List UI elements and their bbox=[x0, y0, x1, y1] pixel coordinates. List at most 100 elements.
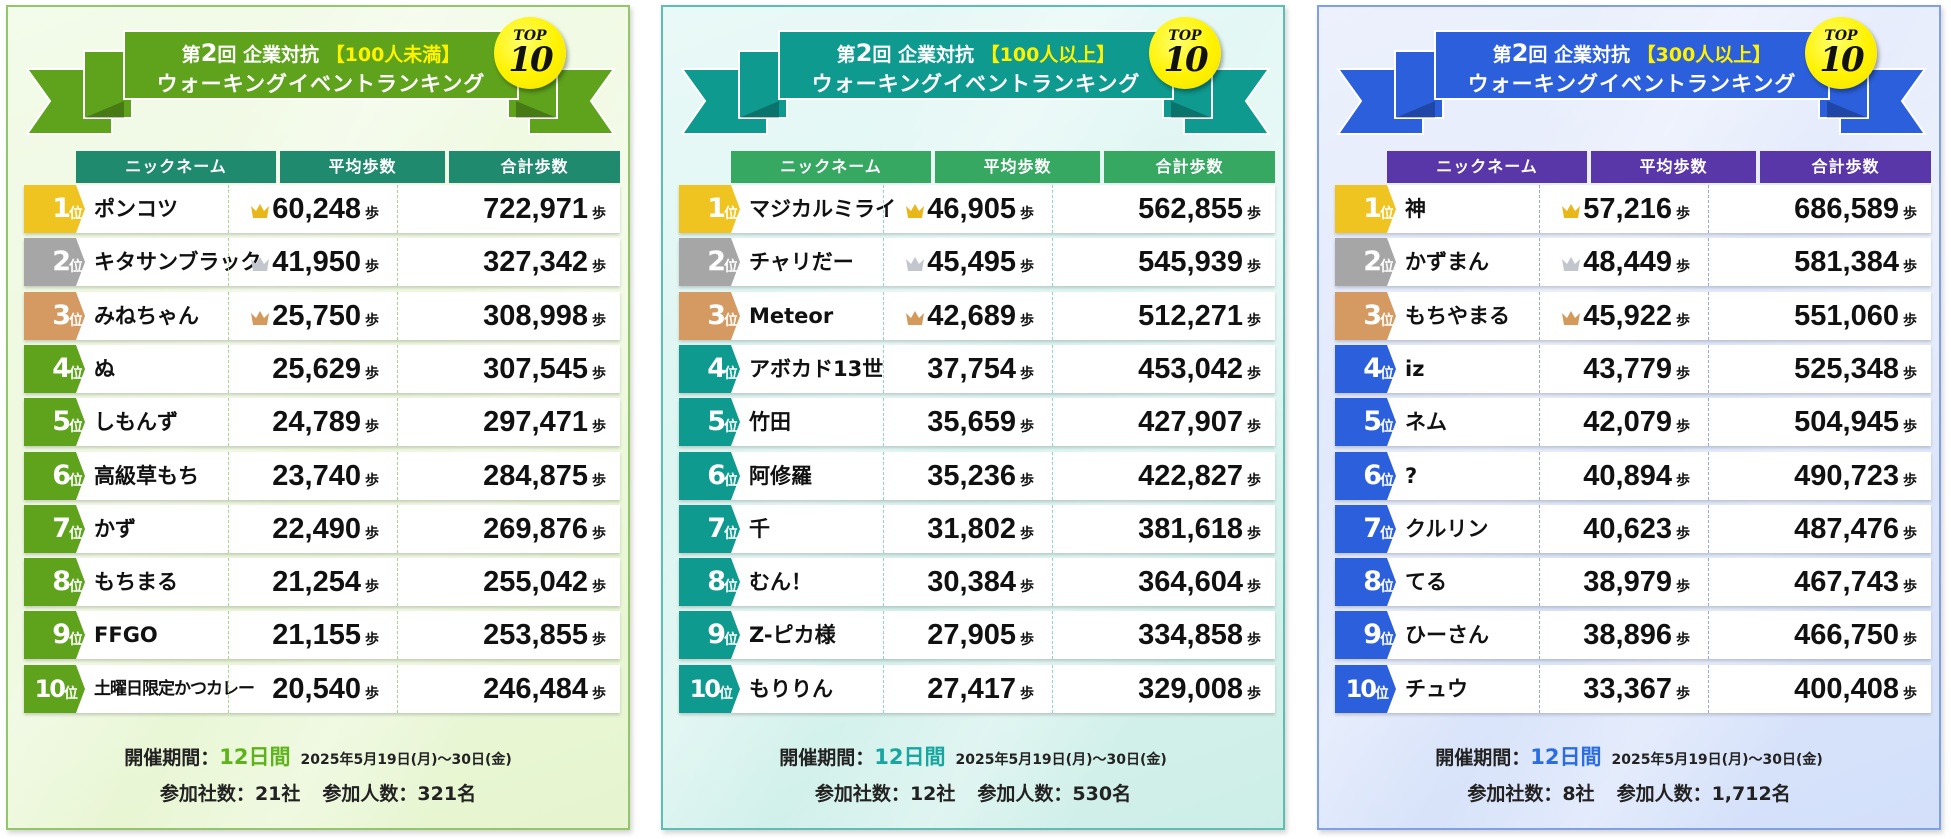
average-steps-cell: 31,802 歩 bbox=[883, 505, 1034, 553]
crown-gold-icon bbox=[1562, 203, 1581, 218]
table-row-rank-9: 9 位 FFGO 21,155 歩 253,855 歩 bbox=[24, 611, 620, 659]
average-steps-value: 33,367 bbox=[1583, 673, 1672, 705]
table-row-rank-3: 3 位 もちやまる 45,922 歩 551,060 歩 bbox=[1335, 292, 1931, 340]
total-steps-value: 467,743 bbox=[1794, 566, 1899, 598]
average-steps-cell: 21,155 歩 bbox=[228, 611, 379, 659]
total-steps-cell: 329,008 歩 bbox=[1052, 665, 1261, 713]
rank-badge: 4 位 bbox=[679, 345, 740, 393]
average-steps-value: 22,490 bbox=[272, 513, 361, 545]
total-steps-value: 329,008 bbox=[1138, 673, 1243, 705]
table-row-rank-8: 8 位 むん！ 30,384 歩 364,604 歩 bbox=[679, 558, 1275, 606]
rank-arrow-icon bbox=[76, 398, 85, 446]
rank-number: 1 bbox=[52, 193, 71, 224]
nickname: チャリだー bbox=[749, 250, 854, 274]
average-steps-value: 27,905 bbox=[927, 619, 1016, 651]
steps-unit: 歩 bbox=[365, 526, 379, 542]
table-row-rank-1: 1 位 ポンコツ 60,248 歩 722,971 歩 bbox=[24, 185, 620, 233]
nickname: ネム bbox=[1405, 410, 1447, 434]
category-label: 【100人未満】 bbox=[325, 44, 461, 66]
rank-badge: 2 位 bbox=[679, 238, 740, 286]
average-steps-value: 46,905 bbox=[927, 193, 1016, 225]
rank-suffix: 位 bbox=[1380, 473, 1394, 489]
ribbon-subtitle: ウォーキングイベントランキング bbox=[811, 72, 1141, 96]
rank-number: 7 bbox=[707, 513, 726, 544]
total-steps-value: 246,484 bbox=[483, 673, 588, 705]
steps-unit: 歩 bbox=[1247, 686, 1261, 702]
nickname: iz bbox=[1405, 357, 1425, 381]
round-prefix: 第 bbox=[836, 44, 856, 66]
average-steps-cell: 20,540 歩 bbox=[228, 665, 379, 713]
round-prefix: 第 bbox=[181, 44, 201, 66]
rank-number: 4 bbox=[52, 353, 71, 384]
companies-label: 参加社数： bbox=[814, 783, 910, 805]
ribbon-subtitle: ウォーキングイベントランキング bbox=[1467, 72, 1797, 96]
rank-arrow-icon bbox=[76, 345, 85, 393]
average-steps-value: 45,495 bbox=[927, 246, 1016, 278]
average-steps-value: 40,623 bbox=[1583, 513, 1672, 545]
steps-unit: 歩 bbox=[365, 419, 379, 435]
rank-number: 8 bbox=[1363, 566, 1382, 597]
total-steps-cell: 466,750 歩 bbox=[1708, 611, 1917, 659]
average-steps-cell: 25,629 歩 bbox=[228, 345, 379, 393]
total-steps-value: 255,042 bbox=[483, 566, 588, 598]
rank-arrow-icon bbox=[731, 238, 740, 286]
nickname: クルリン bbox=[1405, 517, 1489, 541]
nickname: キタサンブラック bbox=[94, 250, 262, 274]
steps-unit: 歩 bbox=[592, 206, 606, 222]
rank-badge: 7 位 bbox=[679, 505, 740, 553]
steps-unit: 歩 bbox=[1020, 686, 1034, 702]
nickname: Meteor bbox=[749, 304, 834, 328]
steps-unit: 歩 bbox=[592, 419, 606, 435]
total-steps-value: 490,723 bbox=[1794, 460, 1899, 492]
total-steps-cell: 422,827 歩 bbox=[1052, 452, 1261, 500]
rank-arrow-icon bbox=[1387, 185, 1396, 233]
rank-number: 4 bbox=[1363, 353, 1382, 384]
rank-suffix: 位 bbox=[724, 632, 738, 648]
average-steps-cell: 27,417 歩 bbox=[883, 665, 1034, 713]
total-steps-value: 427,907 bbox=[1138, 406, 1243, 438]
average-steps-value: 25,750 bbox=[272, 300, 361, 332]
average-steps-value: 21,254 bbox=[272, 566, 361, 598]
total-steps-value: 581,384 bbox=[1794, 246, 1899, 278]
nickname: チュウ bbox=[1405, 677, 1468, 701]
steps-unit: 歩 bbox=[1676, 632, 1690, 648]
steps-unit: 歩 bbox=[1903, 313, 1917, 329]
ranking-panel-2: 第2回 企業対抗 【100人以上】 ウォーキングイベントランキング TOP 10… bbox=[661, 5, 1285, 830]
total-steps-cell: 327,342 歩 bbox=[397, 238, 606, 286]
participation-stats: 参加社数：21社 参加人数：321名 bbox=[8, 779, 628, 806]
period-label: 開催期間： bbox=[1435, 747, 1531, 769]
ranking-panel-1: 第2回 企業対抗 【100人未満】 ウォーキングイベントランキング TOP 10… bbox=[6, 5, 630, 830]
steps-unit: 歩 bbox=[1247, 259, 1261, 275]
ribbon-title: 第2回 企業対抗 【100人以上】 ウォーキングイベントランキング bbox=[779, 35, 1173, 101]
rank-badge: 8 位 bbox=[24, 558, 85, 606]
companies-label: 参加社数： bbox=[1467, 783, 1563, 805]
steps-unit: 歩 bbox=[1676, 366, 1690, 382]
rank-badge: 4 位 bbox=[1335, 345, 1396, 393]
average-steps-value: 27,417 bbox=[927, 673, 1016, 705]
period-dates: 2025年5月19日(月)〜30日(金) bbox=[1611, 752, 1823, 768]
table-row-rank-5: 5 位 竹田 35,659 歩 427,907 歩 bbox=[679, 398, 1275, 446]
rank-arrow-icon bbox=[731, 292, 740, 340]
steps-unit: 歩 bbox=[1676, 206, 1690, 222]
rank-arrow-icon bbox=[76, 665, 85, 713]
steps-unit: 歩 bbox=[1247, 632, 1261, 648]
ribbon-title: 第2回 企業対抗 【300人以上】 ウォーキングイベントランキング bbox=[1435, 35, 1829, 101]
rank-badge: 8 位 bbox=[679, 558, 740, 606]
crown-bronze-icon bbox=[1562, 310, 1581, 325]
steps-unit: 歩 bbox=[1020, 473, 1034, 489]
table-row-rank-2: 2 位 チャリだー 45,495 歩 545,939 歩 bbox=[679, 238, 1275, 286]
steps-unit: 歩 bbox=[1676, 419, 1690, 435]
crown-gold-icon bbox=[906, 203, 925, 218]
top10-badge-top: TOP bbox=[1168, 28, 1202, 44]
average-steps-value: 48,449 bbox=[1583, 246, 1672, 278]
nickname: アボカド13世 bbox=[749, 357, 884, 381]
total-steps-cell: 525,348 歩 bbox=[1708, 345, 1917, 393]
rank-arrow-icon bbox=[1387, 452, 1396, 500]
average-steps-cell: 24,789 歩 bbox=[228, 398, 379, 446]
rank-badge: 1 位 bbox=[1335, 185, 1396, 233]
rank-badge: 4 位 bbox=[24, 345, 85, 393]
nickname: 竹田 bbox=[749, 410, 791, 434]
column-header-average-steps: 平均歩数 bbox=[280, 151, 445, 183]
rank-badge: 2 位 bbox=[24, 238, 85, 286]
column-header-nickname: ニックネーム bbox=[1387, 151, 1587, 183]
